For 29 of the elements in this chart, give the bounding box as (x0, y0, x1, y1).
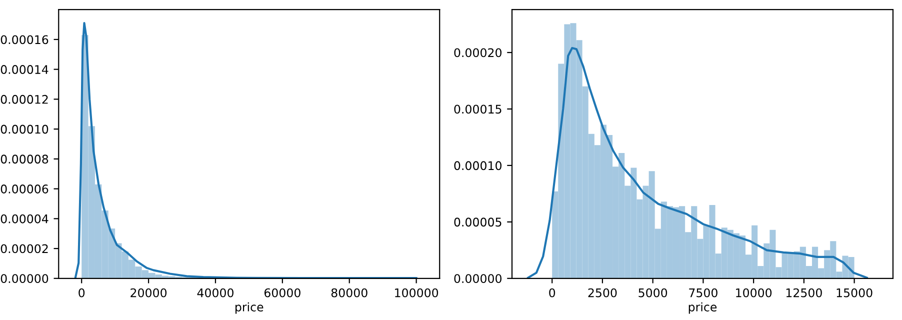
x-tick-label: 40000 (197, 288, 234, 298)
x-axis-title: price (236, 302, 264, 314)
y-tick-label: 0.00015 (454, 104, 502, 114)
x-tick-label: 2500 (588, 288, 617, 298)
y-tick-label: 0.00014 (0, 65, 48, 74)
y-tick-label: 0.00010 (454, 161, 502, 170)
y-tick-label: 0.00010 (0, 124, 48, 134)
y-tick-label: 0.00006 (0, 184, 48, 194)
x-axis-title: price (688, 302, 717, 314)
x-tick-label: 5000 (638, 288, 668, 298)
y-tick-label: 0.00020 (454, 48, 502, 58)
y-tick-label: 0.00004 (0, 214, 48, 224)
y-tick-label: 0.00016 (0, 35, 48, 44)
x-tick-label: 100000 (395, 288, 438, 298)
x-tick-label: 0 (78, 288, 85, 298)
x-tick-label: 0 (549, 288, 556, 298)
y-tick-label: 0.00000 (454, 274, 502, 284)
x-tick-label: 10000 (736, 288, 772, 298)
y-tick-label: 0.00012 (0, 94, 48, 104)
y-tick-label: 0.00005 (454, 218, 502, 227)
x-tick-label: 7500 (689, 288, 718, 298)
y-tick-label: 0.00000 (0, 274, 48, 284)
x-tick-label: 20000 (130, 288, 167, 298)
x-tick-label: 60000 (264, 288, 300, 298)
y-tick-label: 0.00008 (0, 154, 48, 164)
x-tick-label: 15000 (836, 288, 872, 298)
x-tick-label: 12500 (786, 288, 822, 298)
x-tick-label: 80000 (331, 288, 368, 298)
y-tick-label: 0.00002 (0, 244, 48, 254)
